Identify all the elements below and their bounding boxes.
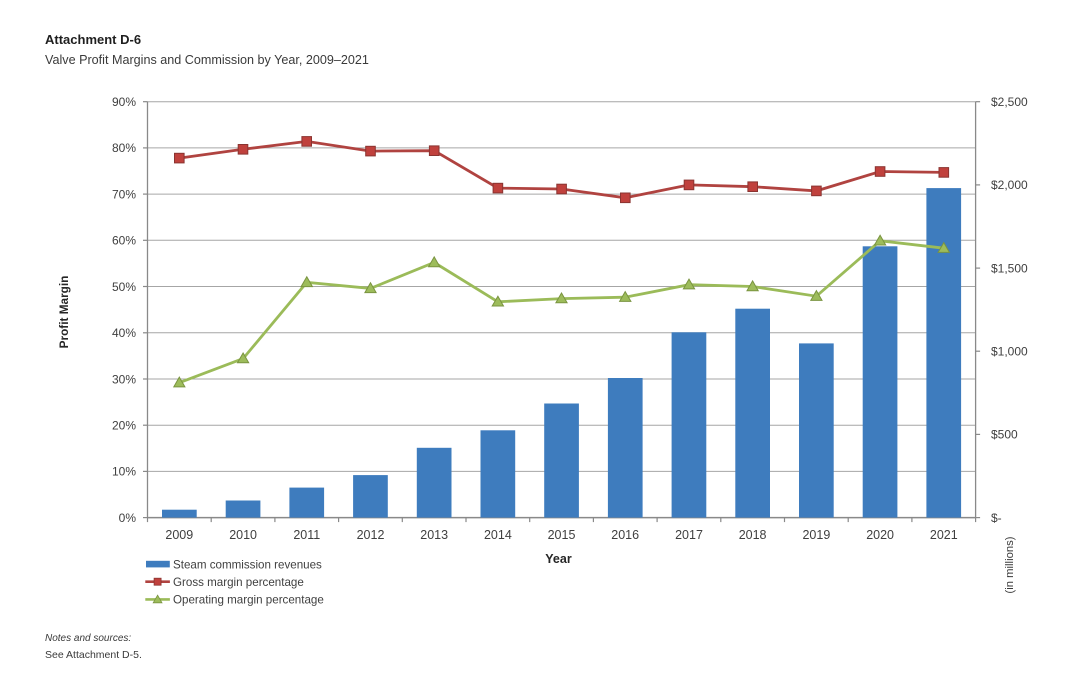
svg-text:$2,000: $2,000 xyxy=(991,178,1028,192)
svg-text:Valve Profit Margins and Commi: Valve Profit Margins and Commission by Y… xyxy=(45,53,369,67)
svg-text:2010: 2010 xyxy=(229,528,257,542)
svg-text:$1,000: $1,000 xyxy=(991,345,1028,359)
svg-text:80%: 80% xyxy=(112,141,136,155)
svg-text:Notes and sources:: Notes and sources: xyxy=(45,633,131,644)
svg-text:$500: $500 xyxy=(991,428,1018,442)
svg-text:90%: 90% xyxy=(112,95,136,109)
svg-text:Steam commission revenues: Steam commission revenues xyxy=(173,559,322,572)
svg-text:2012: 2012 xyxy=(357,528,385,542)
svg-text:$-: $- xyxy=(991,511,1002,525)
svg-text:2020: 2020 xyxy=(866,528,894,542)
svg-text:Attachment D-6: Attachment D-6 xyxy=(45,32,141,47)
svg-text:2017: 2017 xyxy=(675,528,703,542)
svg-text:2015: 2015 xyxy=(548,528,576,542)
svg-text:Operating margin percentage: Operating margin percentage xyxy=(173,594,324,607)
svg-text:2016: 2016 xyxy=(611,528,639,542)
svg-text:2018: 2018 xyxy=(739,528,767,542)
svg-text:2013: 2013 xyxy=(420,528,448,542)
svg-text:60%: 60% xyxy=(112,234,136,248)
svg-text:$1,500: $1,500 xyxy=(991,261,1028,275)
svg-text:50%: 50% xyxy=(112,280,136,294)
svg-text:40%: 40% xyxy=(112,326,136,340)
svg-text:2021: 2021 xyxy=(930,528,958,542)
svg-text:70%: 70% xyxy=(112,187,136,201)
svg-text:(in millions): (in millions) xyxy=(1004,536,1016,593)
svg-text:See Attachment D-5.: See Attachment D-5. xyxy=(45,649,142,661)
svg-text:2009: 2009 xyxy=(165,528,193,542)
svg-text:2011: 2011 xyxy=(293,528,320,542)
svg-text:$2,500: $2,500 xyxy=(991,95,1028,109)
svg-text:2014: 2014 xyxy=(484,528,512,542)
svg-text:10%: 10% xyxy=(112,465,136,479)
svg-text:20%: 20% xyxy=(112,419,136,433)
svg-text:Year: Year xyxy=(545,552,572,566)
svg-text:0%: 0% xyxy=(119,511,137,525)
svg-text:Gross margin percentage: Gross margin percentage xyxy=(173,576,304,589)
svg-text:30%: 30% xyxy=(112,372,136,386)
svg-text:Profit Margin: Profit Margin xyxy=(57,276,71,349)
svg-text:2019: 2019 xyxy=(802,528,830,542)
